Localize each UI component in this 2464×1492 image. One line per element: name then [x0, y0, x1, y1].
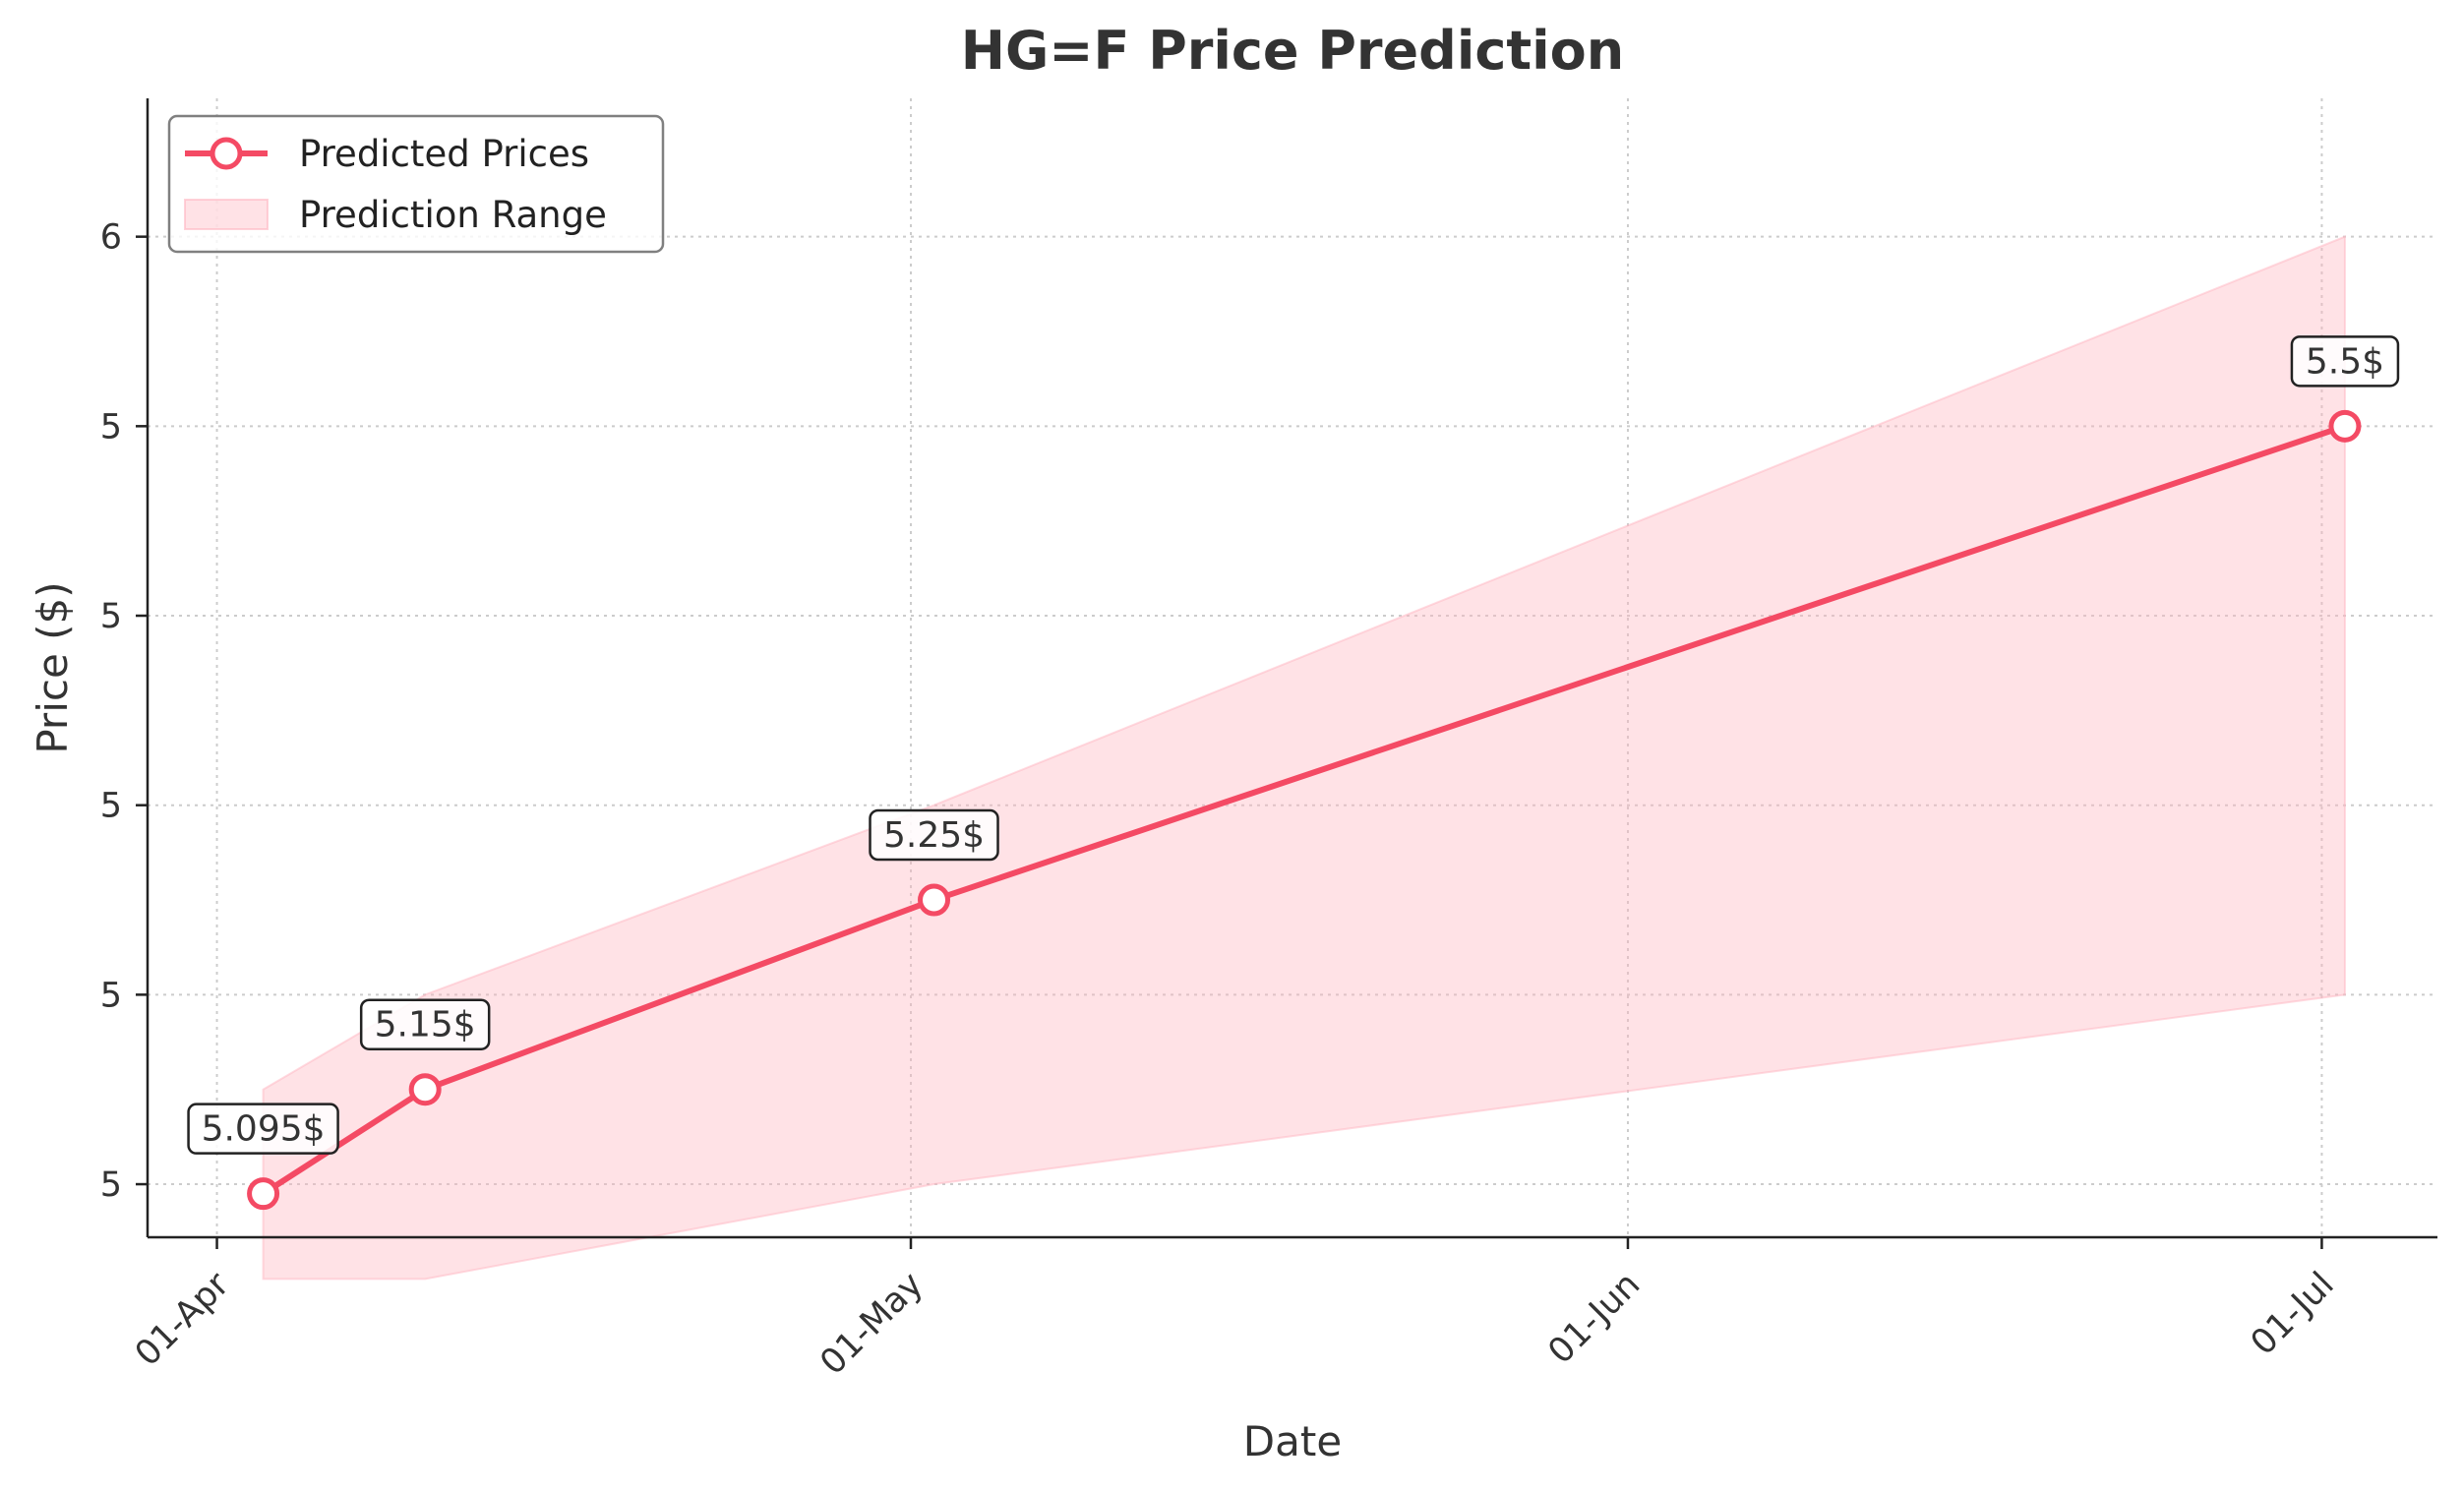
data-label-box	[2290, 335, 2400, 388]
y-axis-label: Price ($)	[29, 581, 77, 753]
legend-band-swatch	[184, 199, 269, 230]
legend-box	[167, 114, 665, 254]
data-label-box	[187, 1103, 339, 1155]
y-tick-label: 5	[100, 976, 122, 1015]
legend-marker-icon	[210, 137, 243, 170]
y-tick-label: 5	[100, 407, 122, 447]
y-tick-label: 5	[100, 597, 122, 636]
prediction-range-area	[262, 235, 2346, 1281]
prediction-range-band	[262, 235, 2346, 1281]
data-label: 5.25$	[869, 808, 999, 862]
data-label-text: 5.5$	[2306, 341, 2384, 382]
predicted-prices-line	[261, 423, 2346, 1197]
predicted-prices-series	[247, 409, 2362, 1211]
data-label: 5.5$	[2290, 335, 2400, 388]
data-label-text: 5.095$	[202, 1109, 326, 1150]
predicted-price-point	[2328, 409, 2362, 443]
legend: Predicted Prices Prediction Range	[167, 114, 665, 254]
x-tick-label: 01-May	[812, 1265, 931, 1383]
data-label-text: 5.25$	[883, 815, 985, 856]
y-ticks: 5 5 5 5 5 6	[100, 218, 148, 1205]
y-tick-label: 5	[100, 1165, 122, 1205]
axes	[146, 98, 2437, 1239]
x-tick-label: 01-Jul	[2244, 1265, 2342, 1363]
data-label: 5.095$	[187, 1103, 339, 1155]
predicted-price-point	[918, 883, 951, 917]
y-tick-label: 6	[100, 218, 122, 258]
data-label-text: 5.15$	[375, 1005, 476, 1045]
predicted-price-point	[408, 1073, 442, 1106]
legend-label-predicted: Predicted Prices	[299, 133, 589, 175]
data-label: 5.15$	[359, 998, 491, 1050]
y-tick-label: 5	[100, 787, 122, 826]
data-label-box	[869, 808, 999, 862]
legend-label-range: Prediction Range	[299, 194, 607, 236]
data-label-box	[359, 998, 491, 1050]
predicted-price-point	[247, 1177, 280, 1211]
x-axis-label: Date	[1243, 1417, 1342, 1465]
data-labels: 5.095$ 5.15$ 5.25$ 5.5$	[187, 335, 2400, 1155]
chart-title: HG=F Price Prediction	[961, 20, 1624, 82]
x-tick-label: 01-Jun	[1541, 1265, 1649, 1372]
x-tick-label: 01-Apr	[128, 1265, 237, 1374]
